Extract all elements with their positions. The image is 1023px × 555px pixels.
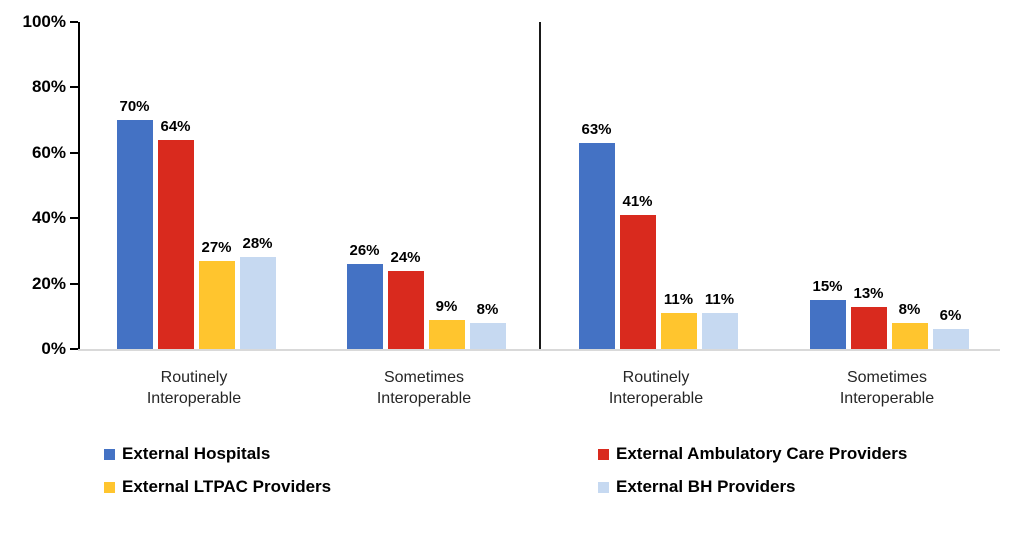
x-axis-baseline: [78, 349, 1000, 351]
bar-group: 15% 13% 8% 6%: [809, 278, 969, 349]
legend-item-external-ltpac-providers: External LTPAC Providers: [104, 477, 331, 497]
legend-swatch-red: [598, 448, 609, 460]
bar-data-label: 15%: [812, 277, 843, 295]
x-axis-category-label: Sometimes Interoperable: [376, 369, 472, 407]
bar-external-bh-providers: [932, 329, 969, 349]
x-axis-category-label: Routinely Interoperable: [146, 369, 242, 407]
panel-divider-line: [539, 22, 541, 349]
bar-data-label: 27%: [201, 238, 232, 256]
bar-data-label: 6%: [939, 307, 962, 325]
y-axis-tick-mark: [70, 21, 78, 23]
bar-data-label: 8%: [476, 300, 499, 318]
bar-data-label: 28%: [242, 235, 273, 253]
bar-data-label: 41%: [622, 192, 653, 210]
bar-external-hospitals: [116, 120, 153, 349]
bar-external-bh-providers: [469, 322, 506, 349]
bar-data-label: 24%: [390, 248, 421, 266]
bar-data-label: 9%: [435, 297, 458, 315]
bar-external-hospitals: [578, 143, 615, 349]
y-axis-tick-label: 100%: [22, 12, 66, 31]
legend-label: External BH Providers: [616, 477, 796, 496]
legend-item-external-ambulatory-care-providers: External Ambulatory Care Providers: [598, 444, 907, 464]
bar-external-ambulatory-care-providers: [850, 306, 887, 349]
bar-external-ambulatory-care-providers: [619, 214, 656, 349]
y-axis-tick-label: 40%: [31, 208, 66, 228]
legend-label: External Ambulatory Care Providers: [616, 444, 908, 463]
x-axis-category-label: Sometimes Interoperable: [839, 369, 935, 407]
bar-data-label: 70%: [119, 98, 150, 116]
legend-item-external-hospitals: External Hospitals: [104, 444, 270, 464]
y-axis-tick-mark: [70, 348, 78, 350]
bar-data-label: 8%: [898, 300, 921, 318]
y-axis-tick-label: 0%: [41, 339, 66, 358]
bar-external-hospitals: [809, 299, 846, 349]
bar-external-ambulatory-care-providers: [157, 139, 194, 349]
bar-external-bh-providers: [701, 313, 738, 349]
y-axis-tick-mark: [70, 282, 78, 285]
legend-label: External LTPAC Providers: [122, 477, 332, 496]
bar-external-ltpac-providers: [428, 319, 465, 349]
y-axis-tick-label: 20%: [31, 273, 66, 293]
y-axis-tick-label: 60%: [31, 142, 66, 162]
y-axis-tick-mark: [70, 86, 78, 89]
bar-external-bh-providers: [239, 257, 276, 349]
bar-data-label: 63%: [581, 121, 612, 138]
bar-external-ltpac-providers: [198, 260, 235, 349]
bar-external-ltpac-providers: [891, 322, 928, 349]
bar-external-hospitals: [346, 263, 383, 349]
bar-external-ambulatory-care-providers: [387, 270, 424, 349]
bar-data-label: 13%: [853, 284, 884, 302]
legend-swatch-blue: [104, 448, 115, 460]
bar-group: 26% 24% 9% 8%: [346, 242, 506, 349]
y-axis-tick-mark: [70, 217, 78, 220]
legend-swatch-lightblue: [598, 481, 609, 493]
y-axis-tick-label: 80%: [31, 77, 66, 97]
bar-data-label: 64%: [160, 117, 191, 135]
legend-swatch-yellow: [104, 481, 115, 493]
bar-data-label: 11%: [704, 291, 735, 309]
legend-label: External Hospitals: [122, 444, 271, 463]
bar-data-label: 11%: [663, 291, 694, 309]
legend-item-external-bh-providers: External BH Providers: [598, 477, 796, 497]
y-axis-tick-mark: [70, 151, 78, 154]
bar-data-label: 26%: [349, 241, 380, 259]
bar-group: 70% 64% 27% 28%: [116, 99, 276, 349]
plot-area: 70% 64% 27% 28% 26% 24% 9% 8% 63% 41% 11% 11% 15% 13%…: [70, 21, 1000, 351]
bar-external-ltpac-providers: [660, 313, 697, 349]
bar-group: 63% 41% 11% 11%: [578, 122, 738, 349]
x-axis-category-label: Routinely Interoperable: [608, 369, 704, 407]
